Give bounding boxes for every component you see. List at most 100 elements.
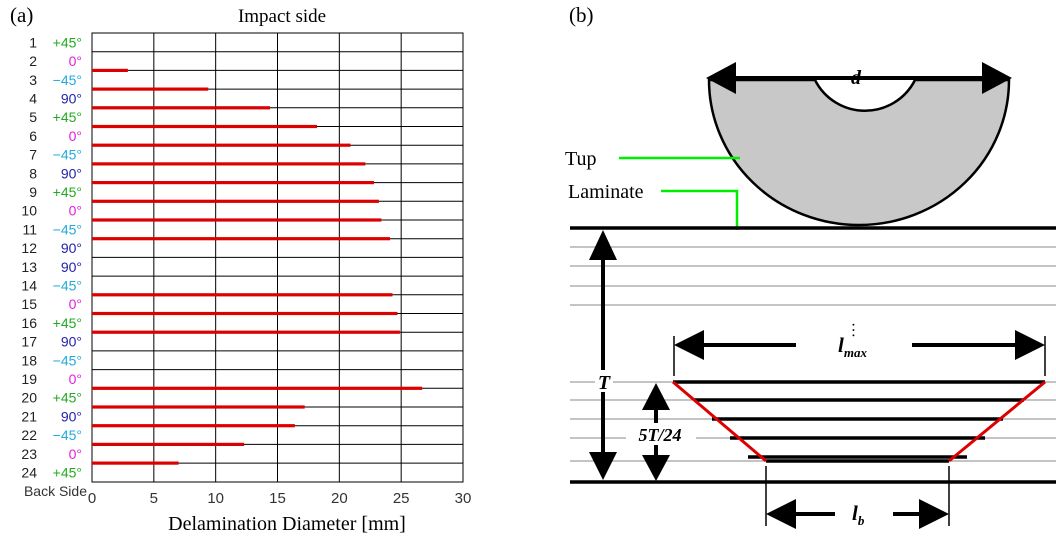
- five-t-arrow-top: [642, 383, 670, 410]
- ply-angle: +45°: [53, 109, 82, 125]
- ply-number: 20: [21, 390, 37, 406]
- ply-number: 8: [29, 165, 37, 181]
- bar-interface-22/23: [92, 442, 245, 446]
- ply-number: 3: [29, 72, 37, 88]
- bar-interface-16/17: [92, 330, 400, 334]
- ply-angle: 90°: [61, 240, 82, 256]
- bar-interface-20/21: [92, 405, 305, 409]
- x-tick-label: 30: [455, 490, 472, 507]
- lb-arrow-right: [919, 499, 949, 529]
- ply-number: 23: [21, 446, 37, 462]
- tup-shape: [707, 78, 1011, 227]
- chart-title: Impact side: [238, 6, 326, 27]
- bar-interface-3/4: [92, 87, 209, 91]
- delamination-layers: [673, 380, 1045, 463]
- five-t-label: 5T/24: [639, 425, 682, 445]
- x-axis-title: Delamination Diameter [mm]: [168, 513, 406, 535]
- t-arrow-top: [589, 230, 617, 260]
- bar-interface-23/24: [92, 461, 179, 465]
- ply-angle: −45°: [53, 72, 82, 88]
- d-label: d: [851, 67, 862, 89]
- ply-number: 22: [21, 427, 37, 443]
- ply-number: 2: [29, 53, 37, 69]
- lb-label: lb: [852, 501, 865, 528]
- ply-number: 19: [21, 371, 37, 387]
- cone-right-edge: [948, 380, 1046, 463]
- cone-left-edge: [672, 380, 767, 463]
- bar-interface-15/16: [92, 311, 398, 316]
- d-arrow-left: [706, 62, 736, 94]
- ply-angle: −45°: [53, 147, 82, 163]
- ply-number: 17: [21, 334, 37, 350]
- lmax-arrow-left: [674, 330, 704, 360]
- laminate-leader-line: [661, 189, 739, 230]
- ply-number: 18: [21, 352, 37, 368]
- ellipsis-dots: ···: [844, 322, 861, 338]
- panel-b-label: (b): [569, 3, 594, 27]
- x-tick-label: 10: [207, 490, 224, 507]
- ply-number: 24: [21, 464, 37, 480]
- ply-angle: 0°: [69, 371, 82, 387]
- t-label: T: [598, 372, 611, 394]
- ply-angle: 90°: [61, 334, 82, 350]
- panel-a-label: (a): [10, 3, 33, 27]
- ply-number: 21: [21, 408, 37, 424]
- five-t-arrow-bottom: [642, 455, 670, 481]
- bar-interface-11/12: [92, 237, 391, 241]
- ply-angle: 0°: [69, 128, 82, 144]
- ply-angle: 0°: [69, 446, 82, 462]
- ply-number: 4: [29, 90, 37, 106]
- ply-number: 16: [21, 315, 37, 331]
- ply-angle: +45°: [53, 184, 82, 200]
- bar-interface-14/15: [92, 293, 393, 297]
- bar-interface-9/10: [92, 199, 379, 203]
- ply-angle: +45°: [53, 390, 82, 406]
- bar-interface-21/22: [92, 424, 295, 428]
- bar-interface-8/9: [92, 181, 374, 185]
- ply-number: 12: [21, 240, 37, 256]
- ply-angle: −45°: [53, 221, 82, 237]
- tup-label: Tup: [565, 148, 597, 170]
- bar-interface-2/3: [92, 68, 128, 72]
- ply-labels: 1 +45° 2 0° 3 −45° 4 90° 5 +45° 6 0° 7 −45° 8 90° 9 +45° 1…: [21, 34, 82, 480]
- bar-interface-5/6: [92, 124, 318, 129]
- panel-b: (b) d Tup Laminate ···: [565, 3, 1056, 529]
- ply-angle: −45°: [53, 352, 82, 368]
- ply-angle: +45°: [53, 464, 82, 480]
- ply-number: 1: [29, 34, 37, 50]
- ply-angle: 0°: [69, 203, 82, 219]
- ply-angle: 0°: [69, 53, 82, 69]
- x-tick-label: 5: [150, 490, 158, 507]
- ply-angle: −45°: [53, 277, 82, 293]
- bar-interface-10/11: [92, 218, 382, 222]
- ply-angle: 90°: [61, 259, 82, 275]
- ply-number: 7: [29, 147, 37, 163]
- x-tick-label: 20: [331, 490, 348, 507]
- ply-number: 13: [21, 259, 37, 275]
- bar-interface-6/7: [92, 143, 351, 147]
- ply-number: 5: [29, 109, 37, 125]
- ply-number: 11: [22, 221, 37, 237]
- x-tick-label: 0: [88, 490, 96, 507]
- bar-interface-4/5: [92, 106, 271, 110]
- ply-number: 9: [29, 184, 37, 200]
- ply-angle: 90°: [61, 165, 82, 181]
- ply-angle: +45°: [53, 315, 82, 331]
- lmax-arrow-right: [1015, 330, 1045, 360]
- laminate-label: Laminate: [568, 181, 644, 203]
- t-arrow-bottom: [589, 452, 617, 480]
- back-side-label: Back Side: [24, 483, 87, 499]
- lmax-label: lmax: [838, 333, 867, 360]
- ply-number: 14: [21, 277, 37, 293]
- d-arrow-right: [982, 62, 1012, 94]
- x-tick-label: 15: [269, 490, 286, 507]
- bar-series: [92, 68, 423, 465]
- x-tick-labels: 0 5 10 15 20 25 30: [88, 490, 472, 507]
- ply-angle: 0°: [69, 296, 82, 312]
- ply-angle: 90°: [61, 408, 82, 424]
- bar-interface-7/8: [92, 162, 366, 166]
- panel-a: (a) Impact side 1 +45°2 0°3 −45°4 90°5 +45°6 0…: [10, 3, 471, 535]
- bar-interface-19/20: [92, 386, 423, 390]
- ply-number: 6: [29, 128, 37, 144]
- x-tick-label: 25: [393, 490, 410, 507]
